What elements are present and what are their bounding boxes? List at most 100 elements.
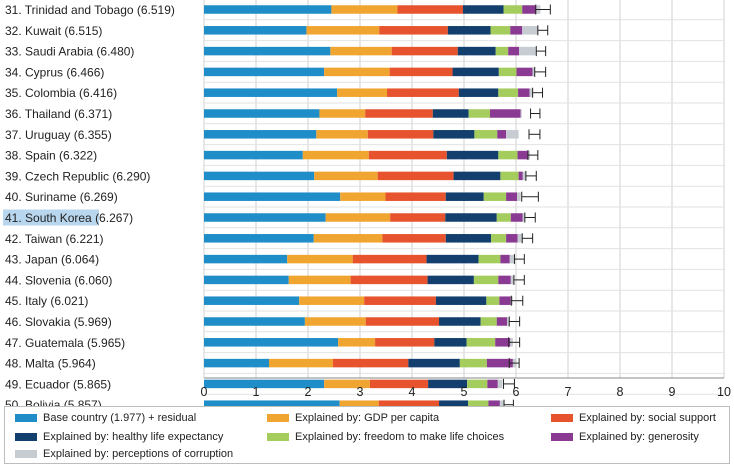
- bar-segment: [457, 46, 496, 56]
- bar-segment: [474, 130, 498, 139]
- bar-segment: [517, 192, 521, 201]
- bar-segment: [498, 88, 519, 97]
- legend-swatch: [15, 433, 37, 441]
- bar-segment: [204, 26, 307, 35]
- bar-segment: [495, 338, 511, 347]
- category-label: 33. Saudi Arabia (6.480): [5, 45, 134, 59]
- bar-segment: [365, 317, 440, 326]
- bar-segment: [520, 109, 522, 118]
- bar-segment: [506, 234, 518, 243]
- bar-segment: [500, 254, 510, 264]
- bar-segment: [497, 379, 503, 389]
- bar-segment: [204, 130, 317, 139]
- bar-segment: [337, 88, 388, 97]
- bar-segment: [378, 400, 440, 406]
- bar-segment: [350, 275, 428, 285]
- bar-segment: [204, 358, 269, 368]
- legend-swatch: [551, 414, 573, 422]
- category-label: 45. Italy (6.021): [5, 294, 88, 308]
- bar-segment: [204, 67, 325, 77]
- bar-segment: [390, 213, 446, 222]
- bar-segment: [519, 46, 536, 56]
- bar-segment: [204, 234, 314, 243]
- bar-segment: [204, 296, 300, 305]
- category-labels: 31. Trinidad and Tobago (6.519) 32. Kuwai…: [3, 3, 175, 406]
- bar-segment: [516, 67, 533, 77]
- bar-segment: [302, 150, 369, 160]
- bar-segment: [391, 46, 458, 56]
- bars: [204, 5, 541, 406]
- bar-segment: [522, 171, 527, 181]
- bar-segment: [445, 192, 484, 201]
- bar-segment: [375, 338, 435, 347]
- bar-segment: [445, 213, 497, 222]
- bar-segment: [439, 317, 481, 326]
- category-label: 50. Bolivia (5.857): [5, 398, 102, 406]
- bar-segment: [324, 67, 390, 77]
- legend-item: Explained by: GDP per capita: [267, 412, 439, 424]
- error-bars: [503, 4, 551, 406]
- legend-item: Explained by: social support: [551, 412, 716, 424]
- bar-segment: [325, 213, 391, 222]
- bar-segment: [204, 317, 305, 326]
- x-tick-label: 2: [305, 385, 312, 399]
- bar-segment: [288, 275, 351, 285]
- bar-segment: [496, 317, 508, 326]
- bar-segment: [433, 130, 475, 139]
- x-tick-label: 5: [461, 385, 468, 399]
- happiness-stacked-bar-chart: 31. Trinidad and Tobago (6.519) 32. Kuwai…: [3, 0, 731, 406]
- bar-segment: [426, 254, 479, 264]
- bar-segment: [339, 400, 379, 406]
- bar-segment: [377, 171, 454, 181]
- legend-item: Explained by: freedom to make life choic…: [267, 431, 504, 443]
- x-tick-label: 9: [669, 385, 676, 399]
- legend-label: Explained by: healthy life expectancy: [43, 431, 224, 443]
- bar-segment: [506, 130, 519, 139]
- legend: Base country (1.977) + residual Explained…: [4, 406, 730, 464]
- bar-segment: [478, 254, 501, 264]
- bar-segment: [473, 275, 499, 285]
- bar-segment: [462, 5, 504, 14]
- bar-segment: [490, 109, 521, 118]
- bar-segment: [204, 88, 338, 97]
- category-label: 31. Trinidad and Tobago (6.519): [5, 3, 175, 17]
- bar-segment: [490, 26, 511, 35]
- bar-segment: [397, 5, 463, 14]
- legend-label: Explained by: perceptions of corruption: [43, 448, 234, 460]
- bar-segment: [299, 296, 365, 305]
- legend-swatch: [551, 433, 573, 441]
- bar-segment: [503, 5, 523, 14]
- bar-segment: [385, 192, 446, 201]
- legend-item: Explained by: healthy life expectancy: [15, 431, 223, 443]
- category-label: 43. Japan (6.064): [5, 253, 99, 267]
- bar-segment: [517, 150, 529, 160]
- bar-segment: [486, 296, 500, 305]
- bar-segment: [518, 88, 530, 97]
- category-label: 39. Czech Republic (6.290): [5, 169, 150, 183]
- x-tick-label: 1: [253, 385, 260, 399]
- bar-segment: [204, 109, 320, 118]
- bar-segment: [510, 213, 523, 222]
- bar-segment: [389, 67, 453, 77]
- x-tick-label: 0: [201, 385, 208, 399]
- bar-segment: [330, 46, 392, 56]
- bar-segment: [468, 400, 489, 406]
- bar-segment: [498, 150, 518, 160]
- bar-segment: [532, 67, 535, 77]
- bar-segment: [499, 296, 511, 305]
- legend-swatch: [267, 433, 289, 441]
- bar-segment: [204, 400, 340, 406]
- bar-segment: [518, 171, 523, 181]
- bar-segment: [204, 275, 289, 285]
- bar-segment: [510, 26, 523, 35]
- gridlines: [203, 0, 725, 395]
- category-label: 47. Guatemala (5.965): [5, 336, 125, 350]
- bar-segment: [432, 109, 469, 118]
- bar-segment: [488, 400, 500, 406]
- bar-segment: [507, 317, 510, 326]
- category-label: 35. Colombia (6.416): [5, 86, 117, 100]
- legend-item: Explained by: generosity: [551, 431, 699, 443]
- bar-segment: [466, 338, 496, 347]
- bar-segment: [522, 5, 537, 14]
- bar-segment: [522, 26, 538, 35]
